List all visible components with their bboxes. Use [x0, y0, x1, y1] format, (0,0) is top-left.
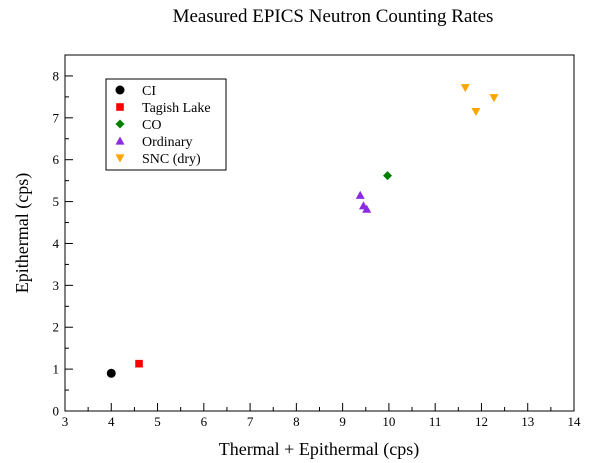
- legend-marker: [115, 119, 125, 129]
- x-tick-label: 9: [339, 414, 346, 429]
- legend: CI Tagish Lake CO Ordinary SNC (dry): [105, 78, 227, 171]
- x-tick-label: 10: [382, 414, 395, 429]
- legend-marker: [116, 103, 124, 111]
- y-tick-label: 7: [53, 110, 60, 125]
- y-axis-label: Epithermal (cps): [12, 173, 33, 293]
- legend-label: CO: [142, 118, 161, 133]
- data-point: [460, 84, 470, 93]
- y-tick-label: 3: [53, 278, 60, 293]
- legend-marker: [115, 136, 125, 145]
- y-axis-ticks: 0 1 2 3 4 5 6 7 8: [53, 68, 73, 419]
- data-point: [489, 94, 499, 103]
- y-tick-label: 8: [53, 68, 60, 83]
- y-tick-label: 0: [53, 404, 60, 419]
- y-tick-label: 1: [53, 362, 60, 377]
- data-point: [383, 171, 393, 181]
- legend-box: [105, 78, 227, 171]
- x-tick-label: 12: [475, 414, 488, 429]
- data-point: [135, 359, 143, 368]
- x-tick-label: 8: [293, 414, 300, 429]
- legend-items: CI Tagish Lake CO Ordinary SNC (dry): [115, 84, 211, 167]
- legend-marker: [115, 154, 125, 163]
- legend-label: SNC (dry): [142, 152, 201, 167]
- data-point: [106, 368, 116, 378]
- x-tick-label: 7: [247, 414, 254, 429]
- x-tick-label: 3: [62, 414, 69, 429]
- data-point: [471, 107, 481, 117]
- x-tick-label: 6: [201, 414, 208, 429]
- x-tick-label: 14: [568, 414, 582, 429]
- legend-label: Tagish Lake: [142, 101, 211, 116]
- data-point: [362, 204, 372, 213]
- y-tick-label: 4: [53, 236, 60, 251]
- legend-marker: [115, 85, 125, 95]
- x-tick-label: 4: [108, 414, 115, 429]
- legend-label: CI: [142, 84, 156, 99]
- legend-label: Ordinary: [142, 135, 193, 150]
- x-tick-label: 5: [154, 414, 161, 429]
- y-tick-label: 6: [53, 152, 60, 167]
- chart-title: Measured EPICS Neutron Counting Rates: [173, 6, 494, 27]
- data-point: [355, 190, 365, 199]
- x-axis-ticks: 3 4 5 6 7 8 9 10 11 12 13 14: [62, 403, 581, 429]
- y-tick-label: 2: [53, 320, 60, 335]
- y-tick-label: 5: [53, 194, 60, 209]
- x-tick-label: 13: [521, 414, 534, 429]
- x-tick-label: 11: [429, 414, 442, 429]
- data-points: [106, 84, 499, 378]
- x-axis-label: Thermal + Epithermal (cps): [219, 439, 420, 460]
